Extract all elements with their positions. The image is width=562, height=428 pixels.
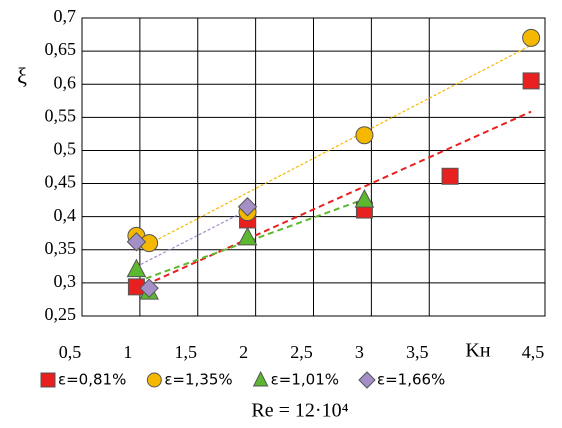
x-tick-label: 0,5 — [59, 342, 82, 362]
marker — [355, 126, 374, 145]
y-tick-label: 0,4 — [54, 205, 77, 225]
y-tick-label: 0,5 — [54, 139, 77, 159]
legend-label: ε=0,81% — [58, 371, 126, 389]
legend-marker — [146, 372, 162, 388]
y-tick-label: 0,25 — [45, 304, 77, 324]
x-axis-label: Kн — [465, 340, 490, 362]
x-tick-label: 3,5 — [406, 342, 429, 362]
marker — [354, 189, 375, 208]
y-tick-label: 0,6 — [54, 72, 77, 92]
plot-frame — [81, 17, 546, 317]
legend-marker — [252, 370, 269, 387]
x-tick-label: 2,5 — [290, 342, 313, 362]
marker — [237, 197, 258, 217]
y-axis-label: ξ — [17, 63, 27, 88]
y-tick-label: 0,45 — [45, 172, 77, 192]
x-tick-label: 1 — [123, 342, 132, 362]
y-tick-label: 0,7 — [54, 6, 77, 26]
marker — [522, 72, 540, 90]
legend-label: ε=1,01% — [271, 371, 339, 389]
y-tick-label: 0,65 — [45, 39, 77, 59]
trend-line — [136, 44, 532, 252]
marker — [237, 226, 258, 246]
y-tick-label: 0,55 — [45, 105, 77, 125]
marker — [522, 28, 541, 47]
y-tick-label: 0,3 — [54, 271, 77, 291]
x-tick-label: 3 — [355, 342, 364, 362]
marker — [126, 232, 147, 252]
x-tick-label: 4,5 — [522, 342, 545, 362]
trend-line — [136, 209, 248, 268]
legend-marker — [40, 372, 56, 388]
marker — [126, 258, 147, 278]
legend-label: ε=1,35% — [164, 371, 232, 389]
y-tick-label: 0,35 — [45, 238, 77, 258]
subtitle: Re = 12·10⁴ — [251, 400, 348, 422]
legend-marker — [358, 371, 376, 389]
trend-line — [135, 110, 532, 290]
marker — [441, 167, 459, 185]
marker — [139, 278, 159, 298]
x-tick-label: 1,5 — [175, 342, 198, 362]
x-tick-label: 2 — [239, 342, 248, 362]
legend-label: ε=1,66% — [377, 371, 445, 389]
